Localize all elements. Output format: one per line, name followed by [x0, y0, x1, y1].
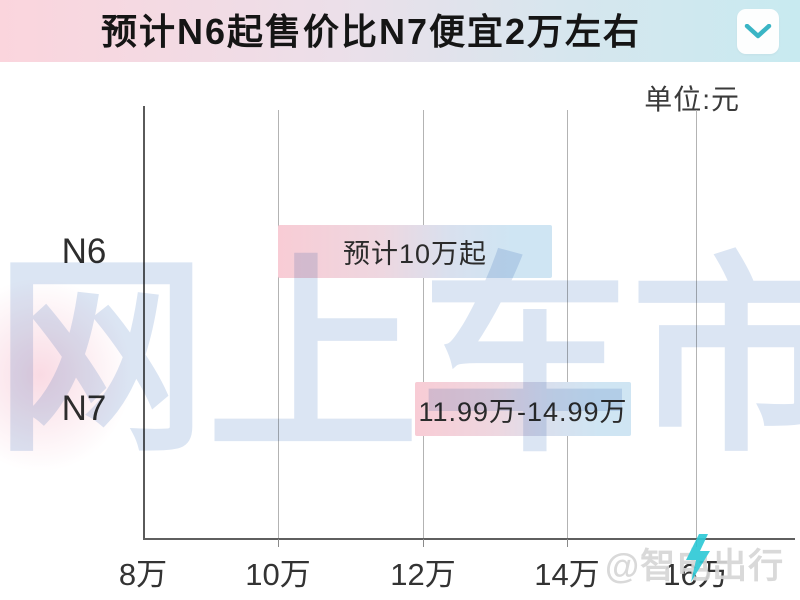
x-tick-label-12: 12万 — [390, 557, 456, 592]
watermark-account: @智电出行 — [605, 534, 784, 586]
x-axis-line — [143, 538, 795, 540]
x-tick-label-8: 8万 — [118, 557, 168, 592]
watermark-pink-tint — [0, 280, 130, 470]
x-tick-label-10: 10万 — [245, 557, 311, 592]
chevron-down-icon — [744, 23, 772, 38]
collapse-button[interactable] — [737, 9, 779, 54]
x-axis-tick — [423, 539, 424, 547]
bar-n7: 11.99万-14.99万 — [415, 382, 631, 436]
x-axis-tick — [567, 539, 568, 547]
x-axis-tick — [278, 539, 279, 547]
bar-n6: 预计10万起 — [278, 225, 552, 278]
y-axis-line — [143, 106, 145, 538]
x-tick-label-14: 14万 — [534, 557, 600, 592]
row-label-n6: N6 — [61, 232, 107, 271]
chart-plot-area: 预计10万起 11.99万-14.99万 — [143, 106, 795, 547]
unit-label: 单位:元 — [644, 84, 740, 115]
bar-n6-label: 预计10万起 — [342, 239, 488, 269]
bar-n7-label: 11.99万-14.99万 — [418, 396, 628, 427]
header-banner: 预计N6起售价比N7便宜2万左右 — [0, 0, 800, 62]
gridline-14 — [567, 110, 568, 538]
gridline-12 — [423, 110, 424, 538]
lightning-bolt-icon — [686, 534, 710, 582]
gridline-10 — [278, 110, 279, 538]
row-label-n7: N7 — [61, 389, 107, 428]
gridline-16 — [696, 110, 697, 538]
page-title: 预计N6起售价比N7便宜2万左右 — [100, 11, 642, 52]
